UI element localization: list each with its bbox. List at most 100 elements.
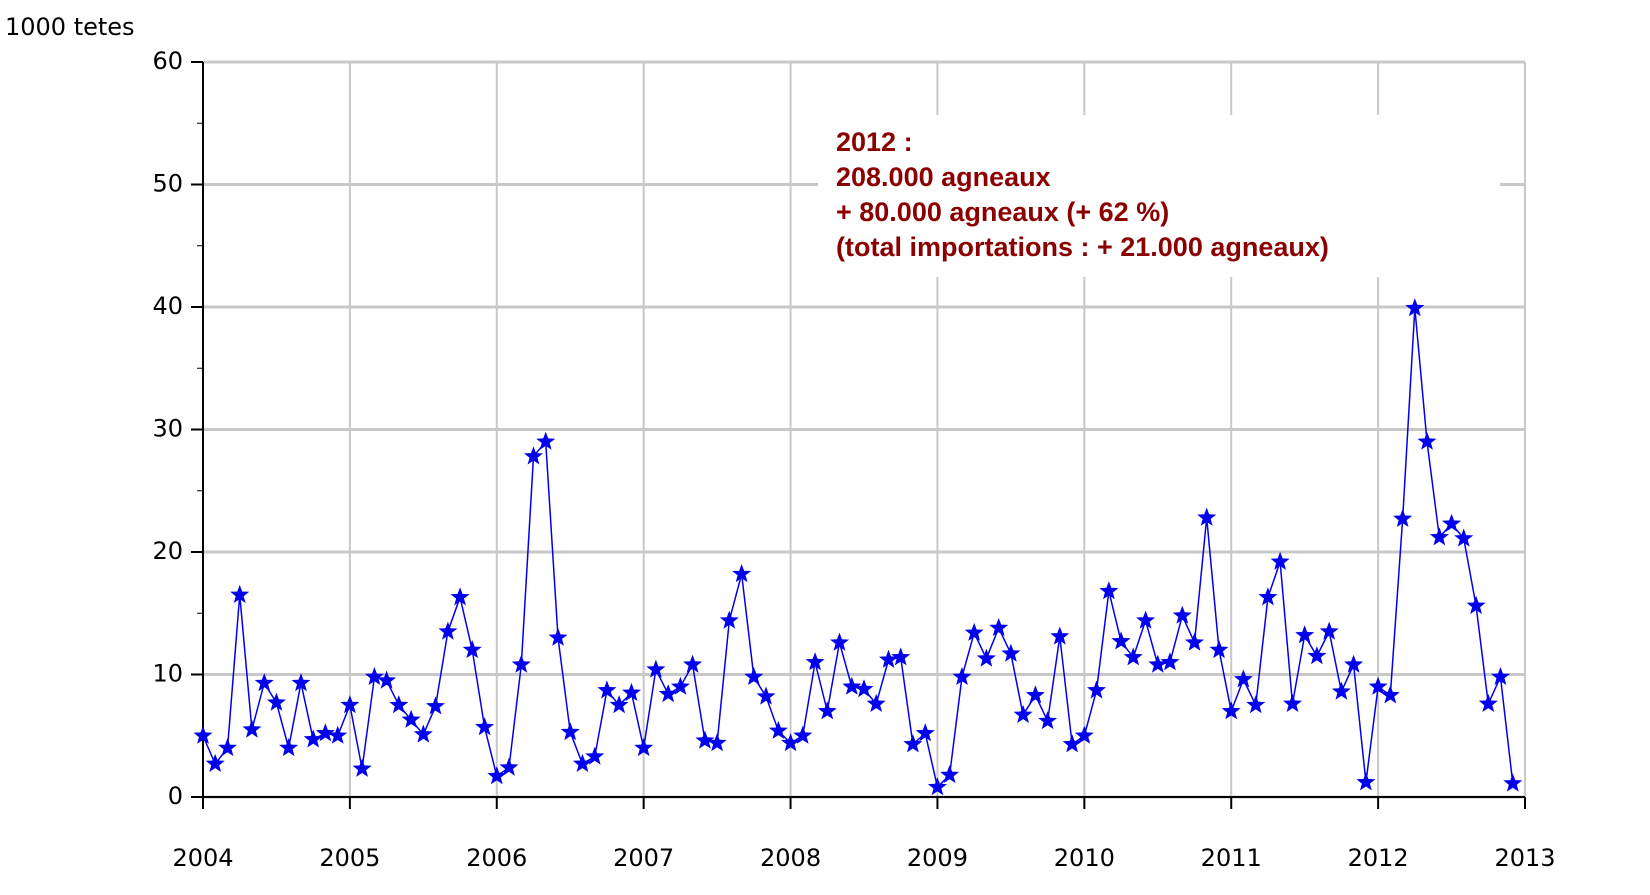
point-marker bbox=[560, 722, 580, 741]
point-marker bbox=[989, 618, 1009, 636]
point-marker bbox=[536, 431, 556, 450]
x-tick-label: 2011 bbox=[1201, 844, 1262, 872]
point-marker bbox=[719, 610, 739, 629]
point-marker bbox=[426, 696, 445, 715]
point-marker bbox=[572, 753, 592, 772]
point-marker bbox=[658, 684, 678, 703]
point-marker bbox=[364, 667, 384, 685]
point-marker bbox=[927, 777, 947, 796]
point-marker bbox=[1025, 685, 1045, 704]
point-marker bbox=[1099, 581, 1119, 600]
point-marker bbox=[695, 730, 715, 749]
y-tick-label: 20 bbox=[152, 537, 183, 565]
point-marker bbox=[1442, 513, 1462, 532]
point-marker bbox=[462, 640, 482, 659]
annotation-line: + 80.000 agneaux (+ 62 %) bbox=[836, 197, 1169, 227]
point-marker bbox=[1050, 626, 1070, 645]
point-marker bbox=[303, 729, 323, 748]
point-marker bbox=[768, 720, 788, 739]
point-marker bbox=[1368, 676, 1388, 695]
y-tick-label: 10 bbox=[152, 660, 183, 688]
point-marker bbox=[1331, 681, 1351, 700]
point-marker bbox=[1246, 695, 1266, 714]
point-marker bbox=[413, 724, 433, 743]
point-marker bbox=[1356, 772, 1376, 791]
point-marker bbox=[499, 757, 519, 776]
point-marker bbox=[291, 673, 311, 692]
point-marker bbox=[1148, 654, 1168, 673]
point-marker bbox=[1136, 610, 1156, 629]
x-tick-label: 2013 bbox=[1494, 844, 1555, 872]
point-marker bbox=[842, 676, 862, 695]
point-marker bbox=[487, 766, 507, 785]
point-marker bbox=[1258, 587, 1278, 606]
point-marker bbox=[781, 733, 801, 752]
point-marker bbox=[622, 682, 641, 701]
point-marker bbox=[646, 659, 666, 678]
point-marker bbox=[866, 693, 886, 712]
point-marker bbox=[830, 632, 849, 651]
point-marker bbox=[1087, 680, 1106, 699]
point-marker bbox=[1111, 631, 1131, 650]
point-marker bbox=[511, 654, 531, 673]
point-marker bbox=[756, 686, 776, 705]
point-marker bbox=[1172, 605, 1192, 624]
point-marker bbox=[744, 667, 764, 685]
point-marker bbox=[597, 680, 617, 699]
point-marker bbox=[266, 692, 286, 711]
point-marker bbox=[1038, 711, 1058, 730]
point-marker bbox=[1283, 693, 1302, 712]
point-marker bbox=[1344, 654, 1364, 673]
series-line bbox=[202, 308, 1514, 789]
point-marker bbox=[854, 679, 874, 698]
point-marker bbox=[964, 622, 984, 641]
point-marker bbox=[1429, 527, 1449, 546]
point-marker bbox=[193, 725, 213, 744]
point-marker bbox=[1160, 652, 1180, 671]
x-tick-label: 2004 bbox=[172, 844, 233, 872]
point-marker bbox=[817, 701, 837, 720]
point-marker bbox=[952, 667, 972, 685]
point-marker bbox=[475, 717, 495, 736]
point-marker bbox=[1454, 528, 1474, 547]
point-marker bbox=[377, 670, 397, 689]
point-marker bbox=[389, 695, 409, 714]
point-marker bbox=[915, 723, 935, 742]
point-marker bbox=[1197, 507, 1217, 526]
point-marker bbox=[205, 753, 225, 772]
y-tick-label: 0 bbox=[168, 782, 183, 810]
y-tick-label: 30 bbox=[152, 415, 183, 443]
annotation-line: 208.000 agneaux bbox=[836, 162, 1051, 192]
point-marker bbox=[1233, 669, 1253, 688]
y-axis-label: 1000 tetes bbox=[5, 13, 135, 41]
point-marker bbox=[340, 695, 360, 714]
point-marker bbox=[1466, 595, 1486, 614]
point-marker bbox=[1417, 431, 1437, 450]
x-tick-label: 2005 bbox=[319, 844, 380, 872]
y-tick-label: 50 bbox=[152, 170, 183, 198]
point-marker bbox=[1491, 667, 1510, 685]
point-marker bbox=[279, 738, 299, 757]
point-marker bbox=[976, 648, 996, 667]
x-tick-label: 2008 bbox=[760, 844, 821, 872]
x-tick-label: 2010 bbox=[1054, 844, 1115, 872]
point-marker bbox=[401, 709, 421, 728]
point-marker bbox=[707, 733, 727, 752]
point-marker bbox=[1478, 693, 1498, 712]
x-tick-label: 2007 bbox=[613, 844, 674, 872]
point-marker bbox=[1209, 640, 1229, 659]
y-tick-label: 40 bbox=[152, 292, 183, 320]
point-marker bbox=[1185, 632, 1204, 651]
point-marker bbox=[732, 564, 752, 583]
point-marker bbox=[891, 647, 911, 666]
x-tick-label: 2006 bbox=[466, 844, 527, 872]
point-marker bbox=[1074, 725, 1094, 744]
point-marker bbox=[1393, 508, 1413, 527]
annotation-box bbox=[818, 115, 1500, 277]
point-marker bbox=[315, 723, 335, 742]
point-marker bbox=[218, 738, 237, 757]
point-marker bbox=[1270, 551, 1290, 570]
point-marker bbox=[1123, 647, 1143, 666]
point-marker bbox=[1503, 773, 1523, 792]
